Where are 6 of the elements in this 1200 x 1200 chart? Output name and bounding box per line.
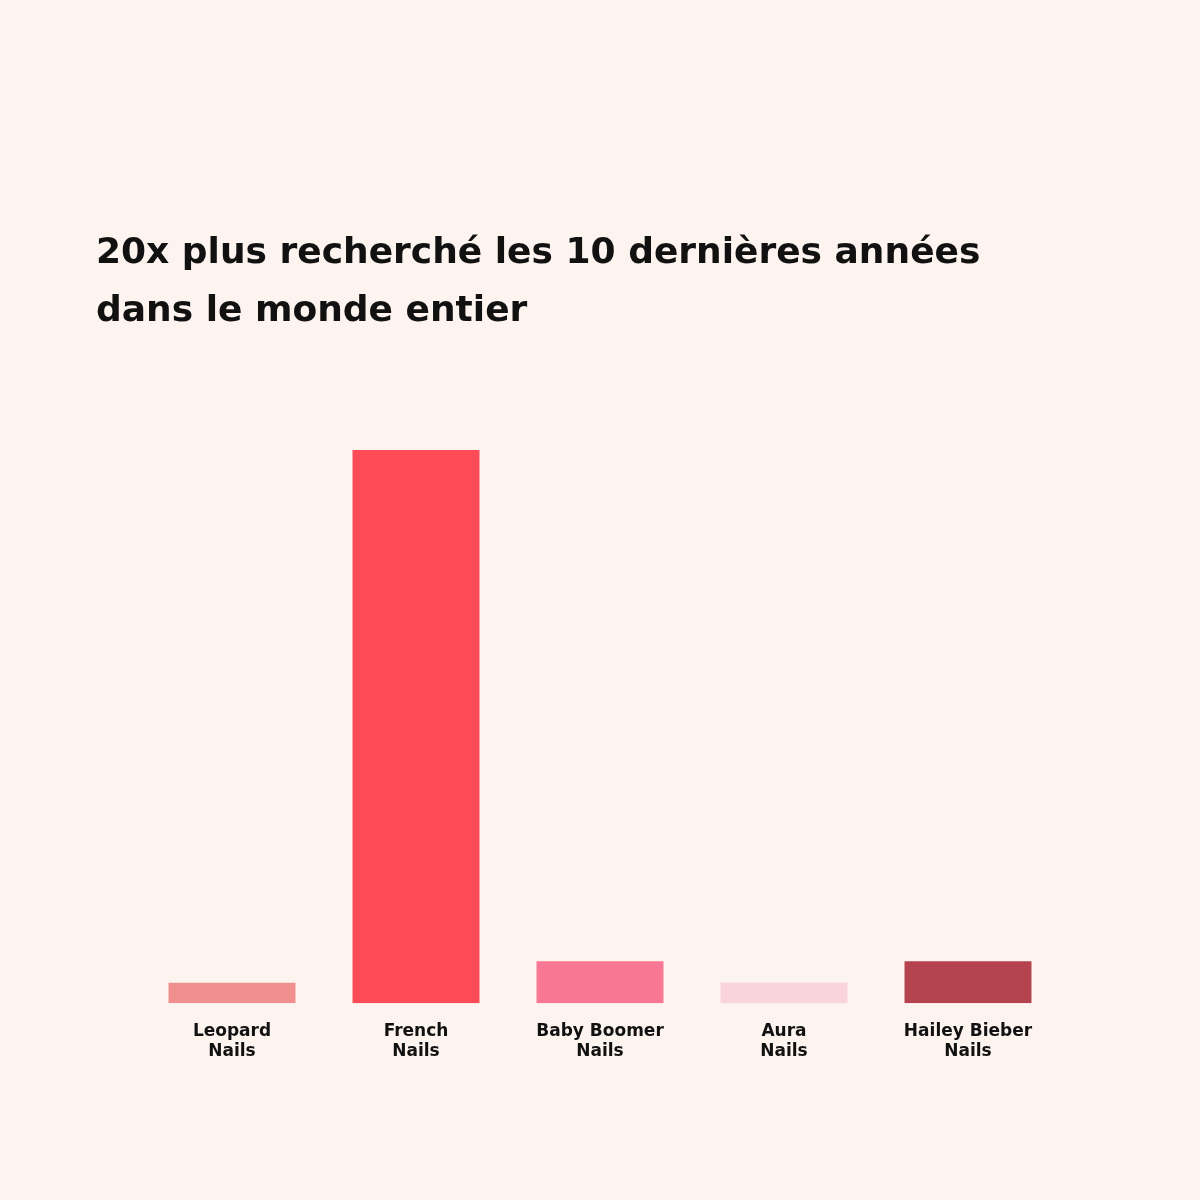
x-tick-label: Hailey Bieber Nails xyxy=(903,1019,1033,1061)
x-tick-label: Baby Boomer Nails xyxy=(536,1019,665,1061)
x-tick-label: Aura Nails xyxy=(760,1019,808,1061)
chart-title: 20x plus recherché les 10 dernières années dans le monde entier xyxy=(96,229,982,331)
x-tick-label: Leopard Nails xyxy=(192,1019,272,1061)
x-tick-label: French Nails xyxy=(383,1019,449,1061)
